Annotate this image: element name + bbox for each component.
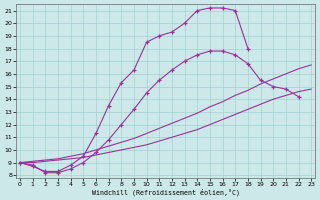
X-axis label: Windchill (Refroidissement éolien,°C): Windchill (Refroidissement éolien,°C) bbox=[92, 188, 240, 196]
